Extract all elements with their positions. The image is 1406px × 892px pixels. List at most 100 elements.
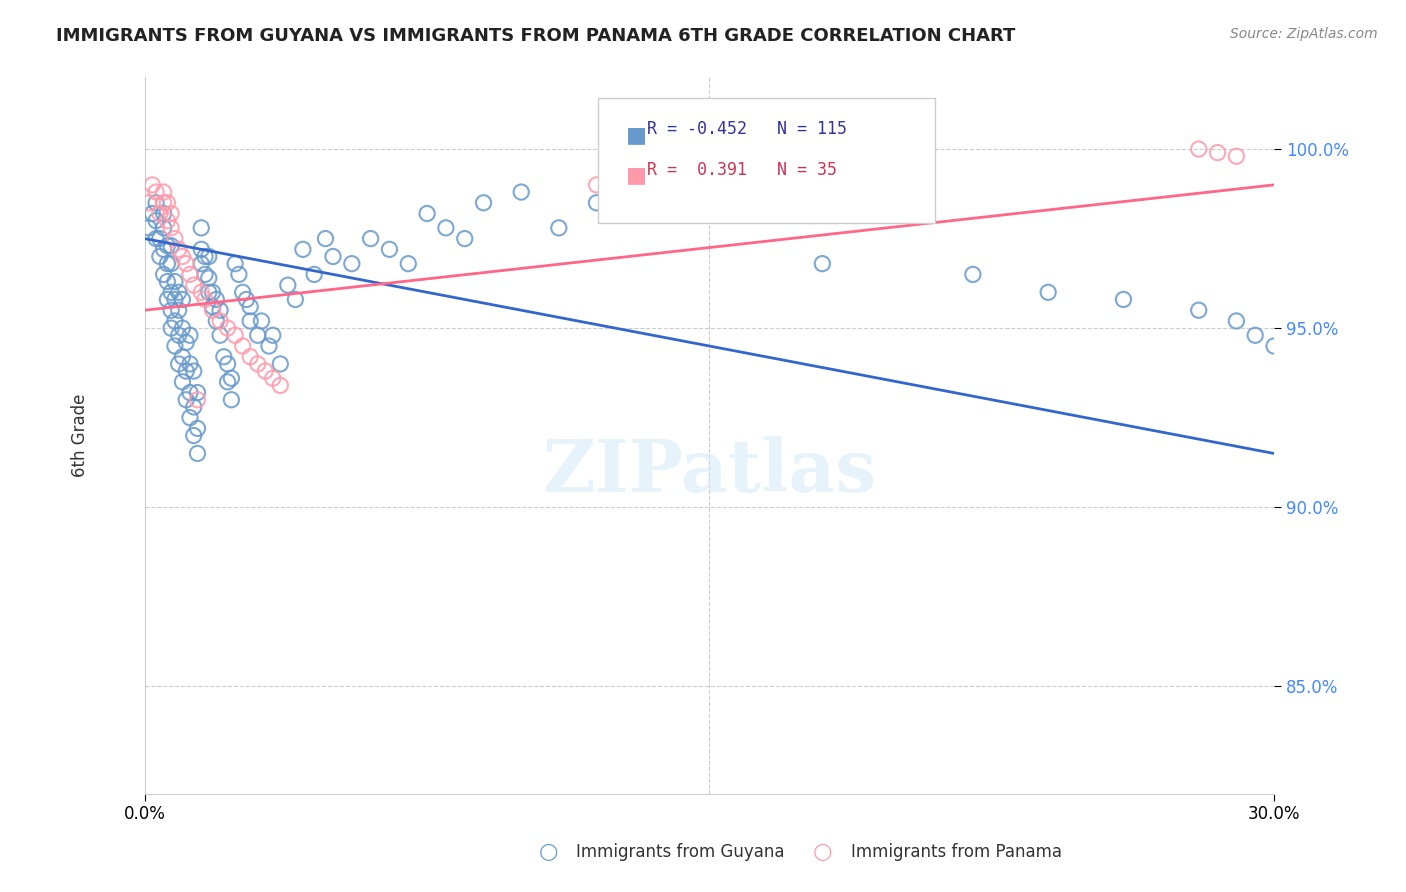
Point (149, 250, 172, 264)
Point (179, 328, 201, 343)
Point (156, 195, 179, 210)
Point (138, 220, 160, 235)
Point (160, 285, 183, 300)
Point (197, 271, 219, 285)
Point (1244, 328, 1267, 343)
Point (1395, 421, 1406, 435)
Point (174, 392, 197, 407)
Point (205, 314, 228, 328)
Point (149, 231, 172, 245)
Point (1206, 145, 1229, 160)
Text: ○: ○ (813, 842, 832, 862)
Text: ○: ○ (538, 842, 558, 862)
Point (209, 314, 232, 328)
Point (547, 220, 569, 235)
Point (302, 268, 325, 282)
Point (472, 195, 495, 210)
Point (174, 364, 197, 378)
Point (269, 378, 291, 392)
Point (434, 220, 457, 235)
Point (167, 357, 190, 371)
Point (217, 375, 239, 389)
Point (183, 278, 205, 293)
Point (1339, 385, 1361, 400)
Point (172, 250, 194, 264)
Point (183, 428, 205, 442)
Point (239, 314, 262, 328)
Point (201, 285, 224, 300)
Point (194, 250, 217, 264)
Point (239, 350, 262, 364)
Point (224, 257, 246, 271)
Point (396, 257, 419, 271)
Point (209, 328, 232, 343)
Point (167, 328, 190, 343)
Point (773, 170, 796, 185)
Point (205, 293, 228, 307)
Point (190, 257, 212, 271)
Point (172, 321, 194, 335)
Point (183, 364, 205, 378)
Point (239, 300, 262, 314)
Point (167, 303, 190, 318)
Point (163, 339, 186, 353)
Point (190, 285, 212, 300)
Point (661, 195, 683, 210)
Point (1112, 293, 1135, 307)
Point (217, 321, 239, 335)
Point (197, 285, 219, 300)
Point (179, 385, 201, 400)
Point (250, 314, 273, 328)
Point (160, 321, 183, 335)
Point (1188, 142, 1211, 156)
Point (156, 257, 179, 271)
Point (1319, 375, 1341, 389)
Point (186, 421, 208, 435)
Text: ■: ■ (626, 125, 647, 145)
Point (699, 178, 721, 192)
Point (160, 206, 183, 220)
Point (510, 185, 533, 199)
Point (179, 268, 201, 282)
Point (152, 243, 174, 257)
Point (152, 206, 174, 220)
Point (254, 364, 277, 378)
Point (209, 303, 232, 318)
Point (262, 328, 284, 343)
Point (186, 446, 208, 460)
Point (179, 410, 201, 425)
Point (160, 239, 183, 253)
Point (197, 250, 219, 264)
Point (811, 257, 834, 271)
Point (235, 293, 257, 307)
Point (454, 231, 477, 245)
Text: Immigrants from Guyana: Immigrants from Guyana (576, 843, 785, 861)
Point (141, 206, 163, 220)
Y-axis label: 6th Grade: 6th Grade (72, 394, 89, 477)
Point (186, 385, 208, 400)
Point (1375, 410, 1398, 425)
Point (1282, 350, 1305, 364)
Point (585, 195, 607, 210)
Point (201, 303, 224, 318)
Point (314, 231, 336, 245)
Point (174, 257, 197, 271)
Point (232, 285, 254, 300)
Point (163, 314, 186, 328)
Point (179, 357, 201, 371)
Point (174, 335, 197, 350)
Point (224, 328, 246, 343)
Point (167, 285, 190, 300)
Point (269, 357, 291, 371)
Point (194, 268, 217, 282)
Point (1188, 303, 1211, 318)
Point (160, 220, 183, 235)
Point (152, 185, 174, 199)
Point (145, 213, 167, 227)
Point (201, 300, 224, 314)
Point (360, 231, 382, 245)
Point (167, 243, 190, 257)
Point (221, 371, 243, 385)
Point (152, 268, 174, 282)
Point (661, 195, 683, 210)
